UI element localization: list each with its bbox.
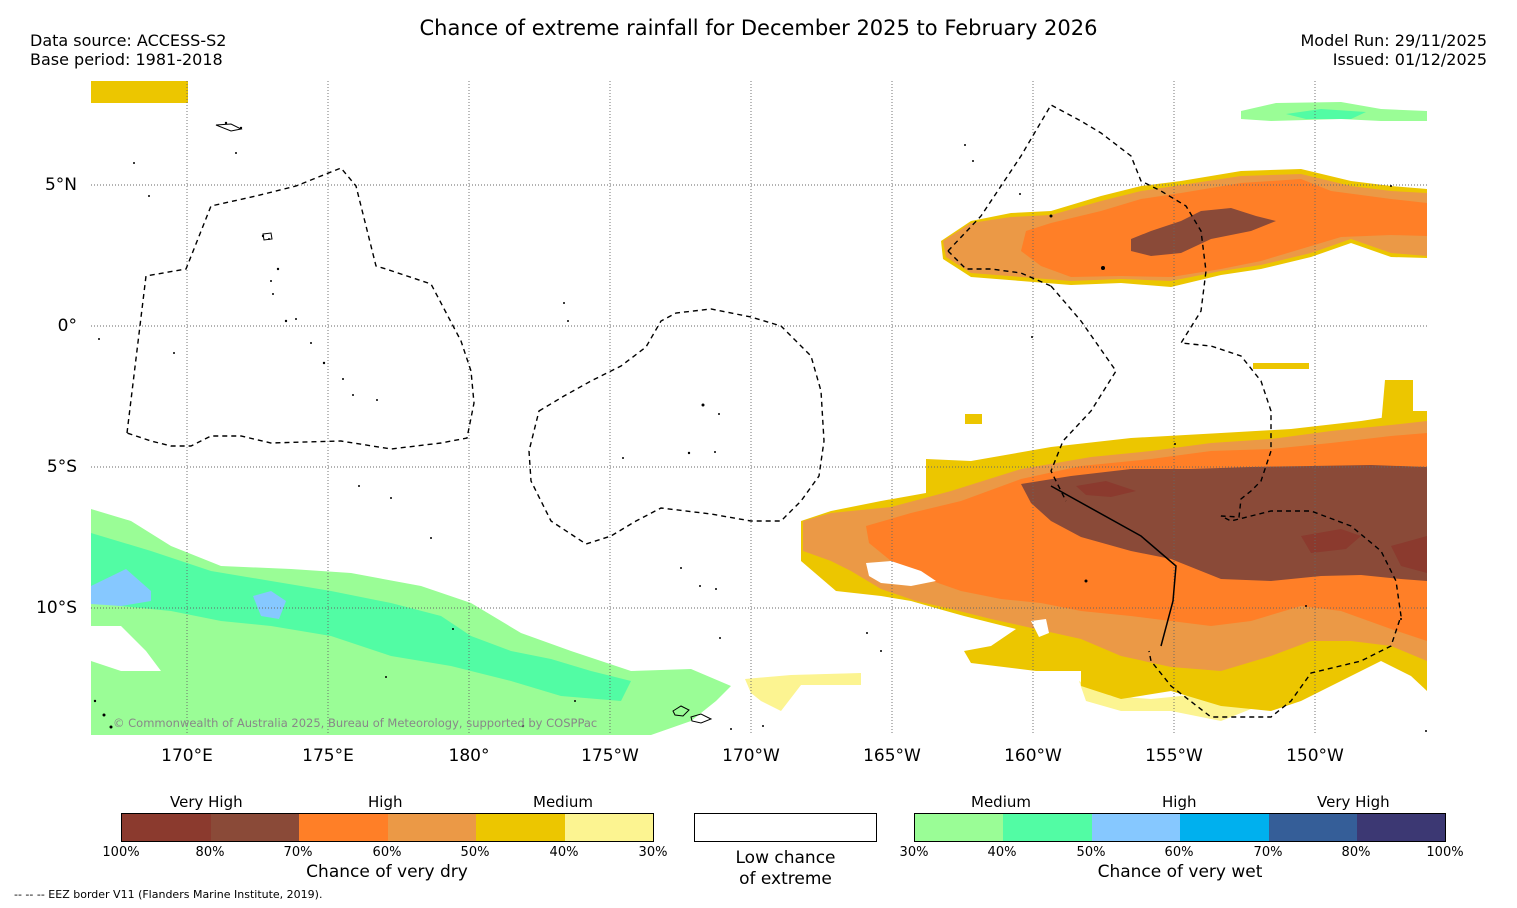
wet-tick-40: 40%	[987, 845, 1017, 860]
dry-swatch-70-80	[211, 814, 299, 841]
rainfall-map: © Commonwealth of Australia 2025, Bureau…	[91, 81, 1427, 735]
map-title: Chance of extreme rainfall for December …	[419, 16, 1098, 40]
dry-level-medium: Medium	[533, 793, 593, 811]
base-period: Base period: 1981-2018	[30, 50, 223, 69]
dry-90-region-south	[1076, 481, 1136, 497]
lon-label-170w: 170°W	[722, 746, 780, 766]
dry-colorbar	[121, 813, 654, 842]
lat-label-10s: 10°S	[36, 598, 77, 618]
wet-swatch-60-70	[1180, 814, 1269, 841]
wet-swatch-30-40	[915, 814, 1003, 841]
lon-label-170e: 170°E	[161, 746, 213, 766]
dry-90-region-south-2	[1301, 529, 1361, 553]
dry-tick-50: 50%	[460, 845, 490, 860]
issued-date: Issued: 01/12/2025	[1332, 50, 1487, 69]
lon-label-180: 180°	[448, 746, 490, 766]
dry-caption: Chance of very dry	[306, 862, 468, 882]
wet-swatch-50-60	[1092, 814, 1180, 841]
atoll-outline	[262, 232, 273, 241]
neutral-caption-line1: Low chance	[735, 848, 836, 868]
dry-level-very-high: Very High	[170, 793, 243, 811]
wet-level-medium: Medium	[971, 793, 1031, 811]
wet-swatch-80-100	[1357, 814, 1445, 841]
wet-40-region	[91, 533, 631, 701]
neutral-caption-line2: of extreme	[739, 869, 832, 889]
low-chance-hole	[866, 561, 936, 586]
lon-label-175w: 175°W	[581, 746, 639, 766]
dry-tick-30: 30%	[638, 845, 668, 860]
data-source: Data source: ACCESS-S2	[30, 31, 227, 50]
wet-tick-80: 80%	[1341, 845, 1371, 860]
dry-swatch-60-70	[299, 814, 388, 841]
eez-border-kiribati-gilberts	[126, 167, 475, 450]
lon-label-155w: 155°W	[1145, 746, 1203, 766]
dry-swatch-80-100	[122, 814, 211, 841]
wet-50-region-2	[253, 591, 286, 619]
eez-border-phoenix-link	[947, 250, 1052, 287]
dry-medium-region	[91, 81, 188, 103]
dry-swatch-30-40	[565, 814, 653, 841]
wet-swatch-70-80	[1269, 814, 1357, 841]
model-run: Model Run: 29/11/2025	[1300, 31, 1488, 50]
dry-level-high: High	[368, 793, 403, 811]
wet-level-high: High	[1162, 793, 1197, 811]
dry-light-region-south-2	[1079, 681, 1251, 721]
dry-tick-70: 70%	[283, 845, 313, 860]
samoa-island	[672, 705, 690, 717]
wet-tick-60: 60%	[1164, 845, 1194, 860]
eez-border-line-islands-mid	[1050, 285, 1117, 502]
dry-patch	[1253, 363, 1309, 369]
dry-patch	[965, 414, 982, 424]
dry-90-region-south-3	[1391, 536, 1427, 573]
lon-label-160w: 160°W	[1004, 746, 1062, 766]
lat-label-5n: 5°N	[44, 175, 77, 195]
dry-80-region-north	[1131, 208, 1276, 256]
neutral-colorbar	[694, 813, 877, 842]
wet-tick-50: 50%	[1076, 845, 1106, 860]
dry-tick-100: 100%	[102, 845, 140, 860]
eez-border-solid	[1050, 485, 1177, 647]
lon-label-165w: 165°W	[863, 746, 921, 766]
low-chance-hole-sw	[91, 626, 161, 671]
wet-tick-30: 30%	[899, 845, 929, 860]
wet-tick-70: 70%	[1253, 845, 1283, 860]
wet-50-region	[91, 569, 151, 606]
dry-tick-60: 60%	[372, 845, 402, 860]
wet-colorbar	[914, 813, 1446, 842]
lon-label-150w: 150°W	[1286, 746, 1344, 766]
eez-border-tokelau	[528, 308, 825, 545]
wet-swatch-40-50	[1003, 814, 1092, 841]
dry-tick-80: 80%	[195, 845, 225, 860]
samoa-island	[690, 713, 713, 724]
wet-caption: Chance of very wet	[1097, 862, 1263, 882]
dry-tick-40: 40%	[549, 845, 579, 860]
atoll-outline	[215, 123, 243, 132]
lon-label-175e: 175°E	[302, 746, 354, 766]
copyright-notice: © Commonwealth of Australia 2025, Bureau…	[113, 716, 597, 730]
dry-swatch-40-50	[476, 814, 565, 841]
dry-light-region-south	[745, 673, 861, 711]
island-specks	[93, 121, 1427, 732]
wet-40-region-north	[1286, 109, 1366, 119]
eez-footnote: -- -- -- EEZ border V11 (Flanders Marine…	[14, 888, 323, 901]
low-chance-hole	[1031, 619, 1049, 637]
dry-swatch-50-60	[388, 814, 476, 841]
wet-level-very-high: Very High	[1317, 793, 1390, 811]
eez-border-line-islands-north	[947, 104, 1402, 718]
lat-label-5s: 5°S	[46, 457, 77, 477]
lat-label-0: 0°	[57, 316, 77, 336]
wet-tick-100: 100%	[1426, 845, 1464, 860]
